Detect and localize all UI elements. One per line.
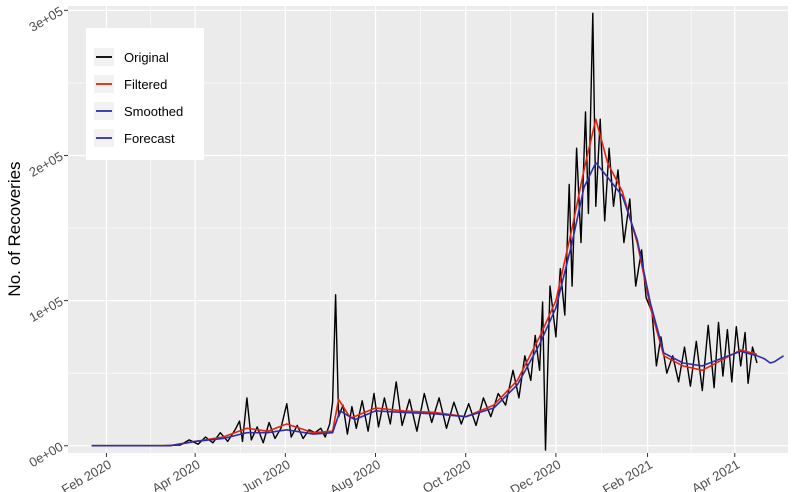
- legend-label-filtered: Filtered: [124, 77, 167, 92]
- legend-label-original: Original: [124, 50, 169, 65]
- series-line-filtered: [91, 118, 758, 447]
- y-axis-title: No. of Recoveries: [5, 161, 24, 296]
- legend: Original Filtered Smoothed Forecast: [86, 28, 204, 160]
- series-line-smoothed: [91, 161, 758, 447]
- legend-label-forecast: Forecast: [124, 131, 175, 146]
- series-line-forecast: [756, 355, 785, 364]
- series-layer: [91, 12, 785, 451]
- legend-label-smoothed: Smoothed: [124, 104, 183, 119]
